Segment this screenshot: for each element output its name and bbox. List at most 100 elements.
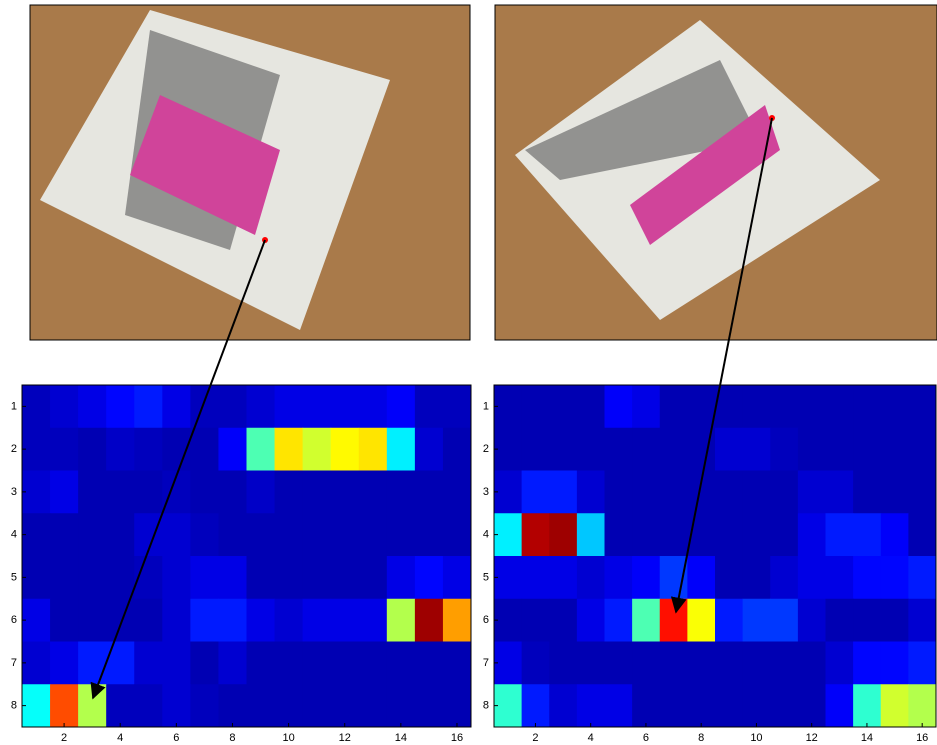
heat-cell (770, 642, 798, 685)
heat-cell (881, 428, 909, 471)
heat-cell (106, 684, 135, 727)
x-tick-label: 14 (861, 732, 873, 744)
heat-cell (853, 642, 881, 685)
heat-cell (798, 642, 826, 685)
heat-cell (770, 684, 798, 727)
heat-cell (303, 556, 332, 599)
heat-cell (331, 599, 360, 642)
heat-cell (826, 513, 854, 556)
x-tick-label: 8 (698, 732, 704, 744)
heat-cell (522, 428, 550, 471)
heat-cell (162, 599, 191, 642)
heat-cell (632, 513, 660, 556)
heat-cell (275, 513, 304, 556)
heat-cell (908, 642, 936, 685)
x-tick-label: 14 (395, 732, 407, 744)
heat-cell (853, 513, 881, 556)
heat-cell (853, 599, 881, 642)
heat-cell (494, 642, 522, 685)
heat-cell (190, 471, 219, 514)
heat-cell (247, 428, 276, 471)
heat-cell (443, 599, 472, 642)
heat-cell (134, 684, 163, 727)
heat-cell (387, 385, 416, 428)
x-tick-label: 2 (532, 732, 538, 744)
heat-cell (577, 642, 605, 685)
heat-cell (743, 385, 771, 428)
heat-cell (715, 513, 743, 556)
heat-cell (798, 599, 826, 642)
heat-cell (190, 513, 219, 556)
heat-cell (387, 599, 416, 642)
heat-cell (218, 684, 247, 727)
photo-left (30, 5, 470, 340)
heat-cell (78, 471, 107, 514)
heat-cell (908, 684, 936, 727)
x-tick-label: 4 (588, 732, 594, 744)
heat-cell (632, 599, 660, 642)
heat-cell (798, 385, 826, 428)
y-tick-label: 7 (483, 657, 489, 669)
heat-cell (908, 599, 936, 642)
heat-cell (415, 684, 444, 727)
heat-cell (687, 385, 715, 428)
heat-cell (770, 471, 798, 514)
x-tick-label: 10 (282, 732, 294, 744)
heat-cell (522, 513, 550, 556)
heat-cell (660, 513, 688, 556)
heat-cell (881, 471, 909, 514)
heat-cell (443, 642, 472, 685)
heat-cell (549, 556, 577, 599)
y-tick-label: 8 (483, 700, 489, 712)
heat-cell (134, 471, 163, 514)
heat-cell (826, 684, 854, 727)
heat-cell (275, 428, 304, 471)
heat-cell (443, 684, 472, 727)
heat-cell (218, 513, 247, 556)
y-tick-label: 2 (11, 443, 17, 455)
heat-cell (247, 556, 276, 599)
heat-cell (881, 599, 909, 642)
heat-cell (247, 513, 276, 556)
heat-cell (303, 642, 332, 685)
heat-cell (106, 642, 135, 685)
heat-cell (247, 684, 276, 727)
heat-cell (826, 642, 854, 685)
heat-cell (632, 684, 660, 727)
heat-cell (218, 556, 247, 599)
heat-cell (50, 471, 79, 514)
heat-cell (218, 642, 247, 685)
heat-cell (387, 684, 416, 727)
heat-cell (387, 513, 416, 556)
y-tick-label: 8 (11, 700, 17, 712)
heat-cell (798, 556, 826, 599)
heat-cell (798, 684, 826, 727)
heat-cell (106, 556, 135, 599)
heat-cell (881, 556, 909, 599)
heat-cell (387, 642, 416, 685)
heat-cell (331, 513, 360, 556)
heat-cell (50, 684, 79, 727)
heat-cell (415, 556, 444, 599)
x-tick-label: 16 (451, 732, 463, 744)
heat-cell (660, 428, 688, 471)
heat-cell (78, 684, 107, 727)
heat-cell (22, 471, 51, 514)
heat-cell (660, 642, 688, 685)
heat-cell (134, 642, 163, 685)
photo-right (495, 5, 937, 340)
heat-cell (415, 599, 444, 642)
heat-cell (522, 599, 550, 642)
heat-cell (415, 471, 444, 514)
heat-cell (494, 513, 522, 556)
heat-cell (190, 385, 219, 428)
heat-cell (78, 385, 107, 428)
heat-cell (78, 556, 107, 599)
heat-cell (549, 642, 577, 685)
heat-cell (798, 428, 826, 471)
heat-cell (605, 556, 633, 599)
heat-cell (106, 385, 135, 428)
heat-cell (908, 471, 936, 514)
heat-cell (247, 599, 276, 642)
